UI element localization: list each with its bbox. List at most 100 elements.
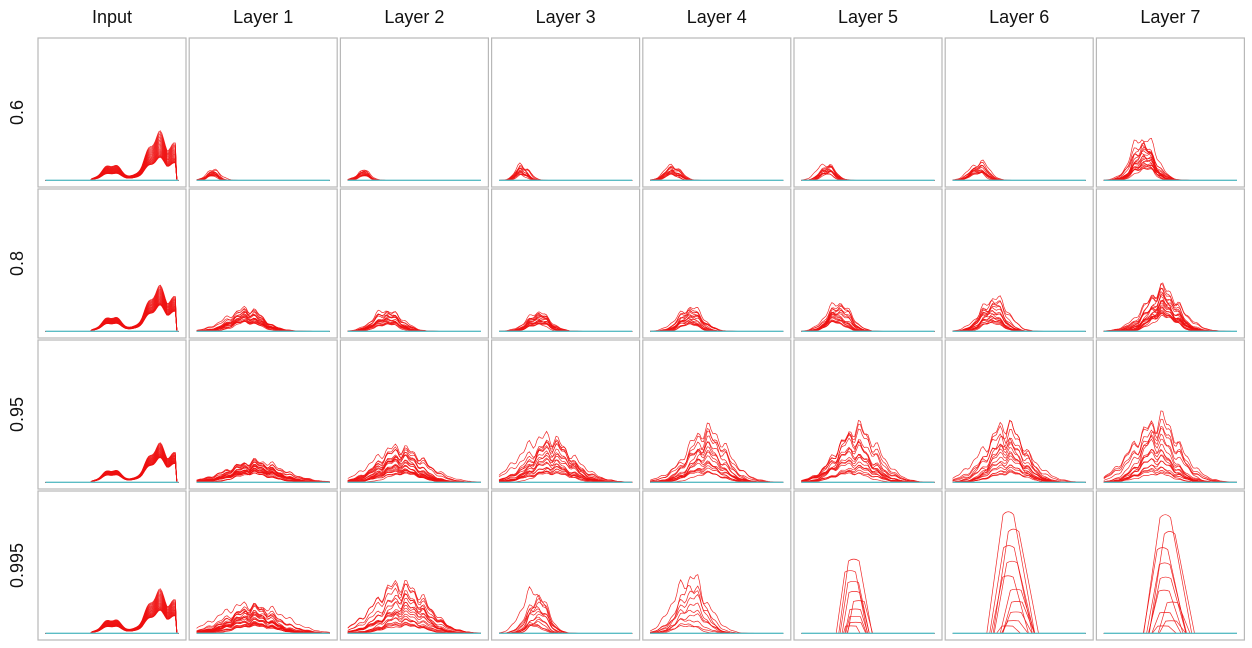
panel	[188, 188, 338, 339]
curve-line	[952, 611, 1086, 634]
curve-line	[801, 570, 935, 634]
column-header: Layer 4	[687, 7, 747, 27]
panel-frame	[944, 490, 1094, 641]
curve-line	[1103, 589, 1237, 634]
panel-frame	[793, 37, 943, 188]
curve-line	[801, 600, 935, 634]
curve-line	[801, 439, 935, 483]
curve-line	[650, 441, 784, 483]
panel	[491, 188, 641, 339]
curve-line	[347, 579, 482, 634]
panel	[1095, 37, 1246, 188]
panel-frame	[642, 37, 792, 188]
curve-line	[498, 430, 633, 483]
panel-frame	[37, 188, 187, 339]
panel-frame	[491, 37, 641, 188]
panel	[642, 339, 792, 490]
panel	[793, 339, 943, 490]
panel	[37, 339, 187, 490]
panel	[339, 188, 489, 339]
panel-frame	[642, 490, 792, 641]
panel	[944, 37, 1094, 188]
row-label: 0.6	[7, 100, 27, 125]
panel-frame	[642, 339, 792, 490]
curve-line	[1103, 620, 1237, 634]
panel	[188, 490, 338, 641]
curve-line	[1103, 612, 1237, 634]
column-header: Layer 7	[1140, 7, 1200, 27]
panel-frame	[37, 490, 187, 641]
panel	[642, 37, 792, 188]
curve-line	[952, 437, 1086, 483]
curve-line	[1103, 418, 1238, 483]
curve-line	[498, 443, 633, 483]
panel	[642, 490, 792, 641]
panel	[188, 37, 338, 188]
column-header: Layer 1	[233, 7, 293, 27]
column-header: Layer 3	[536, 7, 596, 27]
curve-line	[801, 615, 935, 634]
panel-frame	[944, 339, 1094, 490]
curve-line	[1103, 576, 1237, 634]
panel	[793, 490, 943, 641]
curve-line	[952, 528, 1086, 634]
panel-frame	[491, 490, 641, 641]
panel	[793, 37, 943, 188]
curve-line	[801, 423, 935, 483]
curve-line	[347, 613, 481, 634]
curve-line	[952, 601, 1086, 634]
panel-frame	[37, 37, 187, 188]
panel	[944, 188, 1094, 339]
panel-frame	[188, 188, 338, 339]
panel	[37, 188, 187, 339]
curve-line	[952, 575, 1086, 634]
panel	[188, 339, 338, 490]
panel-frame	[944, 37, 1094, 188]
row-label: 0.995	[7, 543, 27, 588]
column-header: Layer 6	[989, 7, 1049, 27]
panel	[944, 339, 1094, 490]
panel	[339, 37, 489, 188]
panel-frame	[339, 37, 489, 188]
panel	[37, 37, 187, 188]
panel-frame	[339, 339, 489, 490]
curve-line	[347, 607, 481, 634]
curve-line	[1103, 422, 1238, 483]
panel	[491, 339, 641, 490]
curve-line	[347, 443, 481, 483]
curve-line	[650, 422, 784, 483]
panel	[793, 188, 943, 339]
panel	[37, 490, 187, 641]
row-label: 0.8	[7, 251, 27, 276]
curve-line	[196, 458, 330, 483]
curve-line	[952, 620, 1086, 634]
curve-line	[196, 601, 330, 634]
panel	[1095, 188, 1246, 339]
panel-frame	[793, 490, 943, 641]
curve-line	[801, 625, 935, 634]
panel	[339, 339, 489, 490]
curve-line	[801, 621, 935, 634]
panel-frame	[1095, 490, 1246, 641]
panel-frame	[491, 339, 641, 490]
panel	[1095, 490, 1246, 641]
curve-line	[1103, 427, 1238, 483]
panel-frame	[944, 188, 1094, 339]
curve-line	[498, 454, 633, 483]
panel	[944, 490, 1094, 641]
panel-frame	[642, 188, 792, 339]
curve-line	[1103, 531, 1237, 634]
curve-line	[347, 445, 481, 483]
panel-frame	[188, 490, 338, 641]
curve-line	[801, 608, 935, 634]
panel	[1095, 339, 1246, 490]
panel	[491, 37, 641, 188]
curve-line	[952, 511, 1086, 634]
curve-line	[1103, 514, 1237, 634]
row-label: 0.95	[7, 397, 27, 432]
panel-frame	[1095, 188, 1246, 339]
panel-frame	[793, 339, 943, 490]
panel	[642, 188, 792, 339]
curve-line	[1103, 562, 1237, 634]
